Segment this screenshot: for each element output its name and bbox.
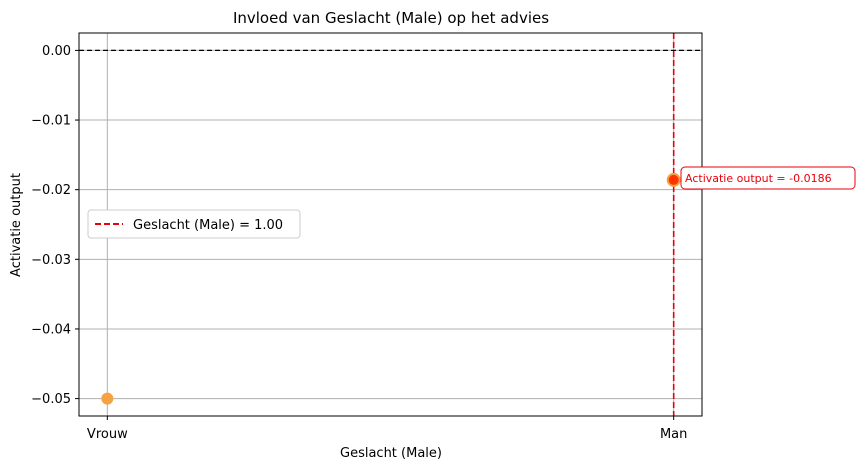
chart-title: Invloed van Geslacht (Male) op het advie… (233, 9, 549, 27)
y-tick-label: −0.05 (31, 392, 71, 407)
legend-box (87, 209, 301, 239)
data-point (666, 172, 681, 187)
plot-frame (78, 32, 703, 417)
x-axis: Vrouw Man (87, 416, 687, 442)
x-tick-label: Man (660, 427, 687, 442)
y-tick-label: 0.00 (42, 44, 71, 59)
reference-lines (79, 33, 702, 416)
x-axis-label: Geslacht (Male) (340, 446, 442, 461)
y-tick-label: −0.01 (31, 114, 71, 129)
y-tick-label: −0.02 (31, 183, 71, 198)
data-points (101, 172, 681, 405)
y-tick-label: −0.04 (31, 322, 71, 337)
legend-label: Geslacht (Male) = 1.00 (133, 218, 283, 233)
data-point (101, 392, 114, 405)
annotation-box (680, 166, 856, 190)
annotation-label: Activatie output = -0.0186 (685, 172, 832, 185)
y-axis-label: Activatie output (9, 173, 24, 277)
x-tick-label: Vrouw (87, 427, 128, 442)
y-tick-label: −0.03 (31, 253, 71, 268)
annotation: Activatie output = -0.0186 (680, 166, 856, 190)
legend: Geslacht (Male) = 1.00 (87, 209, 301, 239)
y-axis: 0.00 −0.01 −0.02 −0.03 −0.04 −0.05 (31, 44, 79, 407)
